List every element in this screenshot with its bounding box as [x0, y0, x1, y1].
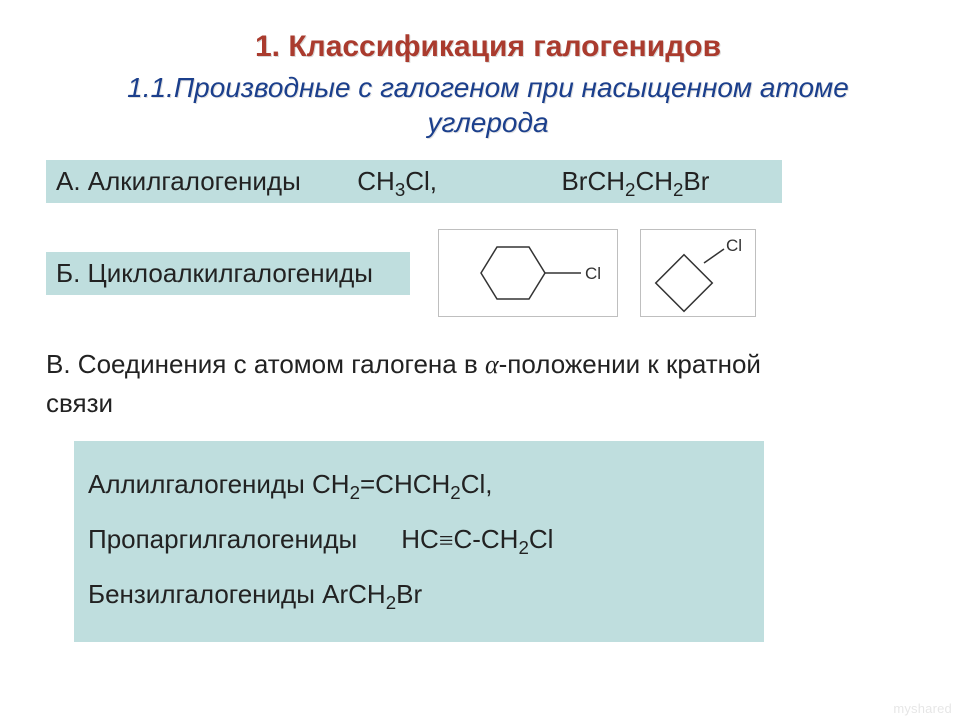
watermark: myshared: [893, 701, 952, 716]
cyclobutyl-chloride-structure: Cl: [640, 229, 756, 317]
item-b-label: Б. Циклоалкилгалогениды: [46, 252, 410, 295]
item-v-text: В. Соединения с атомом галогена в α-поло…: [46, 345, 806, 423]
item-a-label: А. Алкилгалогениды: [56, 166, 301, 196]
item-a-row: А. Алкилгалогениды CH3Cl, BrCH2CH2Br: [46, 160, 782, 203]
slide-subtitle: 1.1.Производные с галогеном при насыщенн…: [46, 70, 930, 140]
chlorine-label: Cl: [726, 236, 742, 255]
item-a-formula-2: BrCH2CH2Br: [561, 166, 709, 196]
allyl-halide-line: Аллилгалогениды CH2=CHCH2Cl,: [88, 457, 750, 512]
item-b-row: Б. Циклоалкилгалогениды Cl Cl: [46, 229, 930, 317]
slide: 1. Классификация галогенидов 1.1.Произво…: [0, 0, 960, 720]
slide-title: 1. Классификация галогенидов: [46, 30, 930, 64]
item-v-examples-block: Аллилгалогениды CH2=CHCH2Cl, Пропаргилга…: [74, 441, 764, 642]
cyclohexyl-chloride-structure: Cl: [438, 229, 618, 317]
alpha-symbol: α: [485, 350, 499, 379]
item-a-formula-1: CH3Cl,: [357, 166, 444, 196]
benzyl-halide-line: Бензилгалогениды ArCH2Br: [88, 567, 750, 622]
triple-bond-symbol: ≡: [439, 514, 454, 569]
chlorine-label: Cl: [585, 264, 601, 283]
item-b-structures: Cl Cl: [438, 229, 756, 317]
propargyl-halide-line: ПропаргилгалогенидыHC≡C-CH2Cl: [88, 512, 750, 568]
